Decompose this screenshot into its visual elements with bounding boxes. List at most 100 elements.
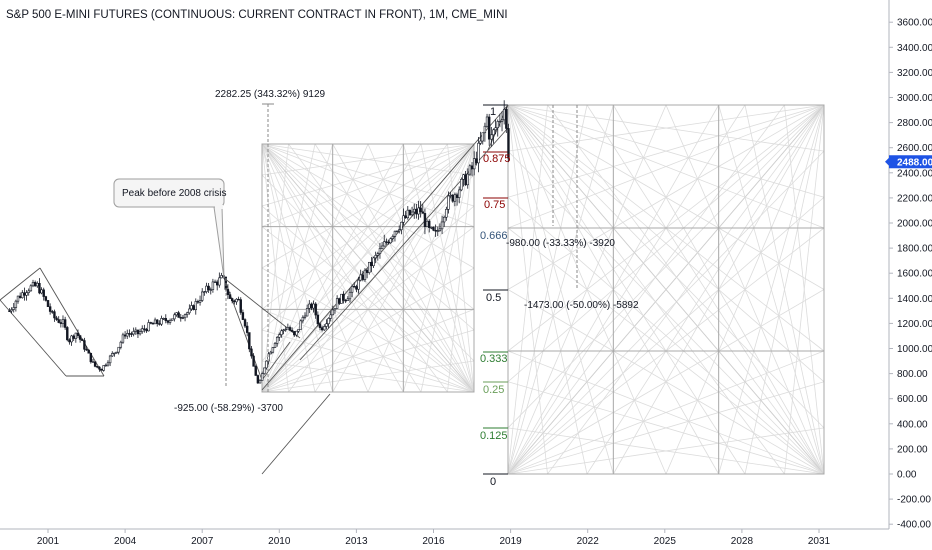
candle-body	[265, 360, 268, 369]
candle-body	[305, 308, 309, 317]
candle-body	[151, 323, 155, 325]
candle-body	[173, 314, 176, 320]
candle-body	[220, 275, 223, 279]
candle-body	[329, 314, 332, 319]
candle-body	[492, 129, 495, 136]
candle-body	[81, 339, 84, 341]
candle-body	[8, 310, 11, 312]
candle-body	[111, 353, 114, 357]
candle-body	[241, 312, 245, 320]
candle-body	[87, 349, 90, 354]
candle-body	[410, 211, 414, 216]
candle-body	[498, 120, 502, 123]
candle-body	[201, 291, 204, 301]
candle-body	[141, 328, 144, 332]
candle-body	[455, 194, 459, 198]
candle-body	[419, 207, 422, 213]
box-large-fan-line	[507, 104, 746, 475]
candle-body	[48, 306, 52, 312]
candle-body	[359, 274, 362, 281]
candle-body	[481, 132, 484, 142]
candle-body	[83, 340, 86, 350]
candle-body	[177, 312, 180, 318]
candle-body	[188, 308, 191, 314]
candle-body	[205, 285, 208, 292]
candle-body	[209, 289, 212, 291]
candle-body	[102, 365, 105, 371]
box-large-fan-line	[507, 104, 825, 229]
candle-body	[303, 315, 307, 318]
candle-body	[280, 330, 283, 335]
peak-callout[interactable]: Peak before 2008 crisis	[113, 178, 227, 279]
candle-body	[395, 230, 399, 233]
candle-body	[368, 261, 371, 273]
y-axis-ticks[interactable]: 3600.00 3400.00 3200.00 3000.00 2800.00 2600.…	[889, 18, 932, 531]
last-price-tag: 2488.00	[885, 155, 932, 169]
candle-body	[350, 286, 354, 293]
box-small-fan-line	[261, 360, 475, 393]
channel-line	[261, 341, 291, 381]
candle-body	[335, 298, 339, 309]
box-small-fan-line	[261, 143, 475, 207]
candle-body	[353, 286, 356, 288]
candle-body	[245, 325, 249, 333]
x-tick-label: 2022	[577, 536, 600, 547]
level-label-0125: 0.125	[480, 430, 508, 442]
candle-body	[70, 335, 73, 343]
candle-body	[363, 269, 367, 280]
box-small-fan-line	[261, 267, 475, 393]
box-small-fan-line	[447, 143, 475, 393]
candle-body	[333, 308, 337, 311]
candle-body	[166, 320, 170, 323]
candle-body	[51, 311, 54, 313]
candle-body	[406, 209, 409, 219]
candle-body	[423, 213, 427, 228]
x-axis-ticks[interactable]: 2001 2004 2007 2010 2013 2016 2019 2022 2025 2028…	[37, 529, 831, 547]
candle-body	[485, 116, 489, 127]
candle-body	[186, 312, 189, 315]
candle-body	[327, 318, 330, 325]
candle-body	[239, 299, 242, 313]
candle-body	[470, 165, 474, 170]
candle-body	[168, 320, 172, 323]
candle-body	[466, 173, 469, 186]
box-small-fan-line	[261, 143, 448, 393]
candle-body	[295, 330, 298, 336]
x-tick-label: 2004	[114, 536, 137, 547]
candle-body	[153, 319, 157, 325]
candle-body	[29, 285, 33, 292]
candle-body	[126, 333, 129, 337]
box-small-fan-line	[261, 143, 475, 362]
candle-body	[361, 274, 365, 280]
channel-line	[39, 267, 105, 377]
candle-body	[316, 314, 320, 325]
candle-body	[502, 109, 506, 121]
x-tick-label: 2028	[731, 536, 754, 547]
candle-body	[226, 289, 230, 295]
candle-body	[342, 293, 345, 301]
candle-body	[449, 194, 452, 197]
box-small-fan-line	[288, 143, 475, 393]
candle-body	[55, 317, 58, 320]
candle-body	[293, 331, 296, 336]
candle-body	[325, 323, 328, 327]
y-tick-label: -200.00	[897, 495, 931, 506]
y-tick-label: -400.00	[897, 520, 931, 531]
candle-body	[254, 366, 257, 376]
candle-body	[447, 195, 450, 210]
box-large-fan-line	[507, 289, 825, 475]
candle-body	[132, 331, 135, 335]
y-tick-label: 1600.00	[897, 269, 932, 280]
box-large-fan-line	[507, 104, 614, 475]
candle-body	[42, 289, 45, 297]
candle-body	[462, 174, 465, 180]
candle-body	[31, 282, 35, 287]
candle-body	[404, 215, 407, 219]
candle-body	[413, 208, 416, 213]
candle-body	[119, 341, 123, 348]
candle-body	[203, 291, 206, 293]
candle-body	[228, 294, 232, 299]
y-tick-label: 3400.00	[897, 43, 932, 54]
box-small-fan-line	[261, 143, 289, 393]
candle-body	[460, 179, 463, 191]
